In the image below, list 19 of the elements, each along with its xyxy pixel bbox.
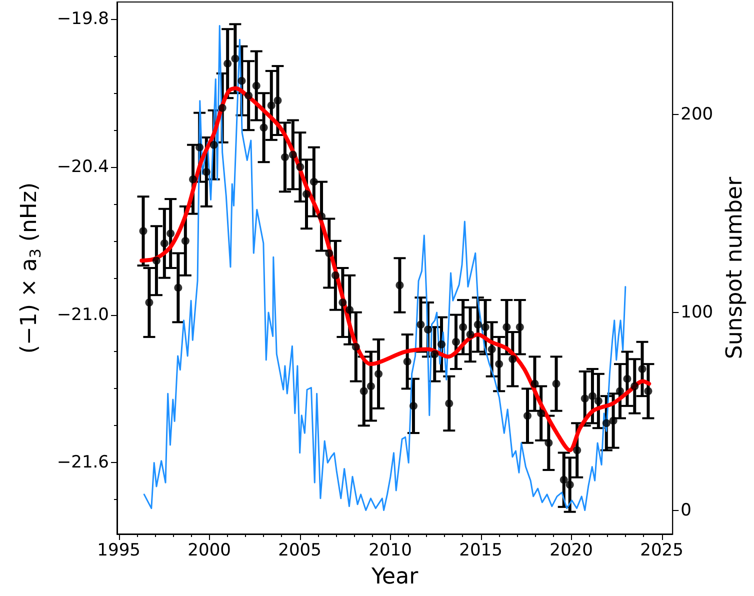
y2-tick-label: 100	[680, 302, 714, 322]
x-tick-label: 2025	[640, 540, 684, 560]
line-series	[140, 86, 652, 452]
y2-tick-label: 200	[680, 104, 714, 125]
x-tick-label: 2005	[278, 540, 322, 560]
x-axis-title: Year	[370, 564, 420, 590]
y2-tick-label: 0	[680, 500, 692, 520]
y2-axis-title: Sunspot number	[722, 176, 748, 360]
x-tick-label: 2000	[188, 540, 231, 560]
x-tick-label: 2010	[368, 540, 412, 560]
y-tick-label: −20.4	[56, 157, 109, 178]
x-tick-label: 2015	[459, 540, 502, 560]
line-series	[143, 24, 626, 512]
y-tick-label: −19.8	[56, 9, 109, 30]
y-axis-title: (−1) × a3 (nHz)	[17, 182, 44, 354]
x-tick-label: 1995	[97, 540, 140, 560]
x-tick-label: 2020	[550, 540, 593, 560]
y-tick-label: −21.0	[56, 304, 109, 325]
y-tick-label: −21.6	[56, 452, 109, 473]
